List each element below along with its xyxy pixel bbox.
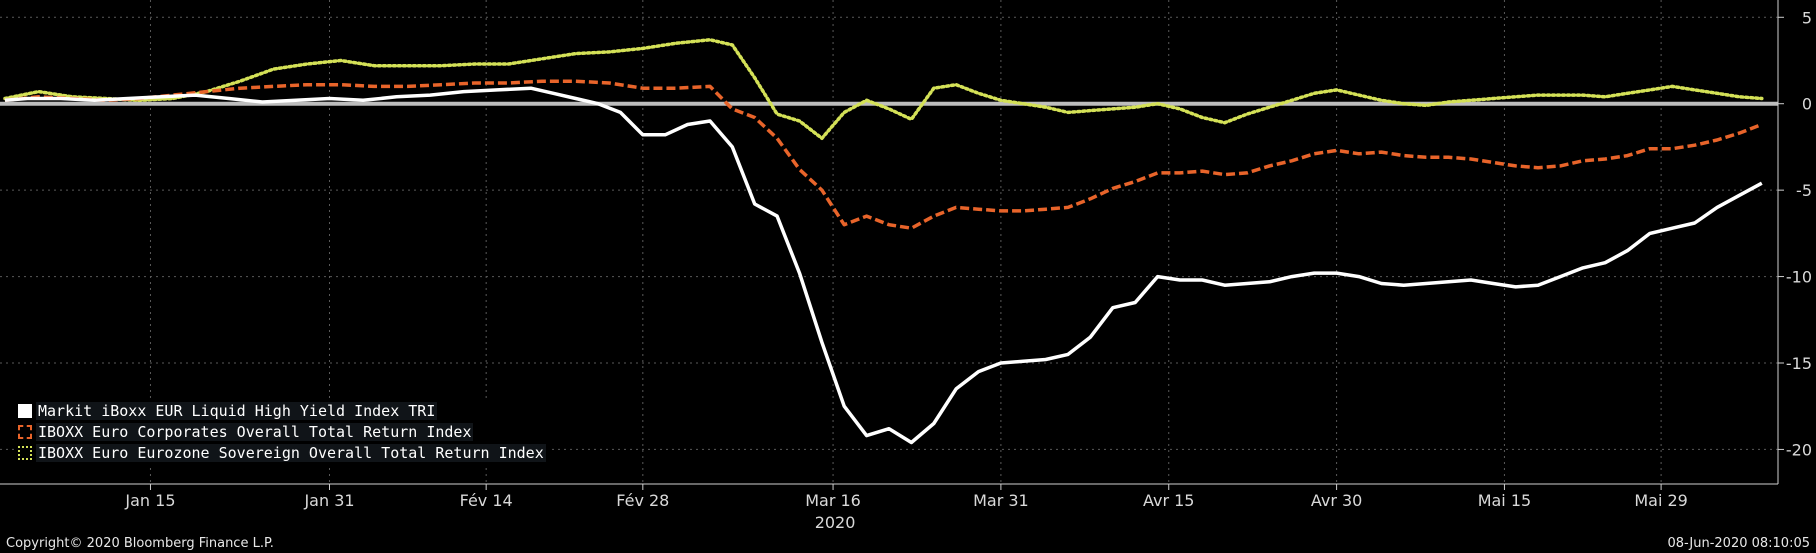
- legend-swatch-dashed: [18, 424, 32, 439]
- axes: 5 0 -5 -10 -15 -20 Jan 15 Jan 31 Fév 14 Fév 28 Mar…: [0, 0, 1812, 532]
- x-tick-label: Jan 15: [124, 491, 175, 510]
- series-line-dotted: [3, 38, 1764, 141]
- legend-item-sovereign: IBOXX Euro Eurozone Sovereign Overall To…: [18, 442, 546, 463]
- x-tick-label: Fév 14: [460, 491, 513, 510]
- legend-swatch-solid: [18, 403, 32, 418]
- y-tick-label: -10: [1786, 268, 1812, 287]
- legend-label: IBOXX Euro Corporates Overall Total Retu…: [36, 422, 474, 441]
- copyright-text: Copyright© 2020 Bloomberg Finance L.P.: [6, 536, 274, 551]
- legend-swatch-dotted: [18, 445, 32, 460]
- y-tick-label: 0: [1802, 95, 1812, 114]
- x-tick-label: Mai 29: [1634, 491, 1688, 510]
- x-tick-label: Fév 28: [616, 491, 669, 510]
- y-tick-label: -20: [1786, 440, 1812, 459]
- series-line-solid: [4, 86, 1763, 445]
- timestamp-text: 08-Jun-2020 08:10:05: [1667, 536, 1810, 551]
- x-tick-label: Jan 31: [303, 491, 354, 510]
- x-tick-label: Mar 16: [805, 491, 861, 510]
- legend-label: Markit iBoxx EUR Liquid High Yield Index…: [36, 401, 438, 420]
- legend-item-high-yield: Markit iBoxx EUR Liquid High Yield Index…: [18, 400, 546, 421]
- y-tick-label: -15: [1786, 354, 1812, 373]
- x-tick-label: Avr 30: [1311, 491, 1363, 510]
- series-line-dashed: [4, 79, 1763, 230]
- x-tick-label: Mar 31: [973, 491, 1029, 510]
- x-axis-label: 2020: [815, 513, 856, 532]
- x-tick-label: Mai 15: [1478, 491, 1532, 510]
- legend-item-corporates: IBOXX Euro Corporates Overall Total Retu…: [18, 421, 546, 442]
- y-tick-label: -5: [1796, 181, 1812, 200]
- x-tick-label: Avr 15: [1143, 491, 1195, 510]
- legend-label: IBOXX Euro Eurozone Sovereign Overall To…: [36, 443, 546, 462]
- legend: Markit iBoxx EUR Liquid High Yield Index…: [14, 398, 552, 466]
- series-group: [3, 38, 1764, 445]
- y-tick-label: 5: [1802, 8, 1812, 27]
